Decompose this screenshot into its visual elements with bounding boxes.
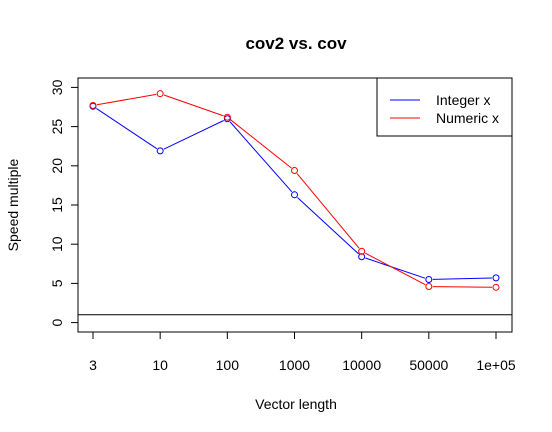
y-tick-label-20: 20 [49, 158, 65, 174]
series-numeric-x-segment-4 [364, 252, 426, 286]
series-numeric-x [89, 90, 500, 291]
x-tick-label-100: 100 [216, 357, 240, 373]
series-integer-x-segment-5 [432, 277, 493, 280]
legend: Integer x Numeric x [376, 77, 513, 137]
series-numeric-x-point-100 [223, 113, 231, 121]
y-tick-label-25: 25 [49, 119, 65, 135]
legend-label-integer-x: Integer x [436, 92, 490, 108]
y-axis-label: Speed multiple [5, 158, 21, 251]
x-tick-label-10000: 10000 [342, 357, 381, 373]
x-axis: 3 10 100 1000 10000 50000 1e+05 [89, 331, 516, 373]
legend-box [376, 77, 513, 137]
series-integer-x-segment-3 [297, 197, 360, 255]
series-integer-x-segment-1 [163, 120, 224, 150]
series-integer-x-segment-4 [365, 257, 426, 279]
chart-title: cov2 vs. cov [245, 34, 347, 53]
series-integer-x-point-10000 [358, 253, 366, 261]
series-integer-x-point-1e+05 [492, 274, 500, 282]
series-integer-x-point-50000 [425, 275, 433, 283]
x-tick-label-50000: 50000 [409, 357, 448, 373]
x-axis-label: Vector length [255, 396, 337, 412]
y-axis: 0 5 10 15 20 25 30 [49, 79, 79, 326]
y-tick-label-10: 10 [49, 236, 65, 252]
series-numeric-x-point-50000 [425, 283, 433, 291]
series-integer-x-segment-0 [96, 108, 158, 150]
x-tick-label-1e+05: 1e+05 [476, 357, 516, 373]
series-numeric-x-segment-3 [296, 173, 360, 249]
series-integer-x-segment-2 [229, 121, 293, 193]
y-tick-label-15: 15 [49, 197, 65, 213]
x-tick-label-10: 10 [152, 357, 168, 373]
series-numeric-x-segment-5 [432, 286, 493, 288]
y-tick-label-0: 0 [49, 318, 65, 326]
series-numeric-x-point-3 [89, 101, 97, 109]
x-tick-label-1000: 1000 [279, 357, 310, 373]
x-tick-label-3: 3 [89, 357, 97, 373]
series-numeric-x-point-1000 [291, 167, 298, 175]
y-tick-label-5: 5 [49, 279, 65, 287]
series-layer [89, 90, 500, 291]
series-numeric-x-segment-2 [230, 119, 292, 169]
y-tick-label-30: 30 [49, 79, 65, 95]
series-numeric-x-point-1e+05 [492, 283, 500, 291]
series-integer-x-point-10 [156, 147, 164, 155]
series-numeric-x-segment-1 [163, 94, 224, 117]
legend-label-numeric-x: Numeric x [436, 110, 499, 126]
series-numeric-x-point-10 [156, 90, 164, 98]
series-numeric-x-point-10000 [358, 247, 366, 255]
series-numeric-x-segment-0 [96, 93, 157, 106]
series-integer-x-point-1000 [291, 191, 298, 199]
